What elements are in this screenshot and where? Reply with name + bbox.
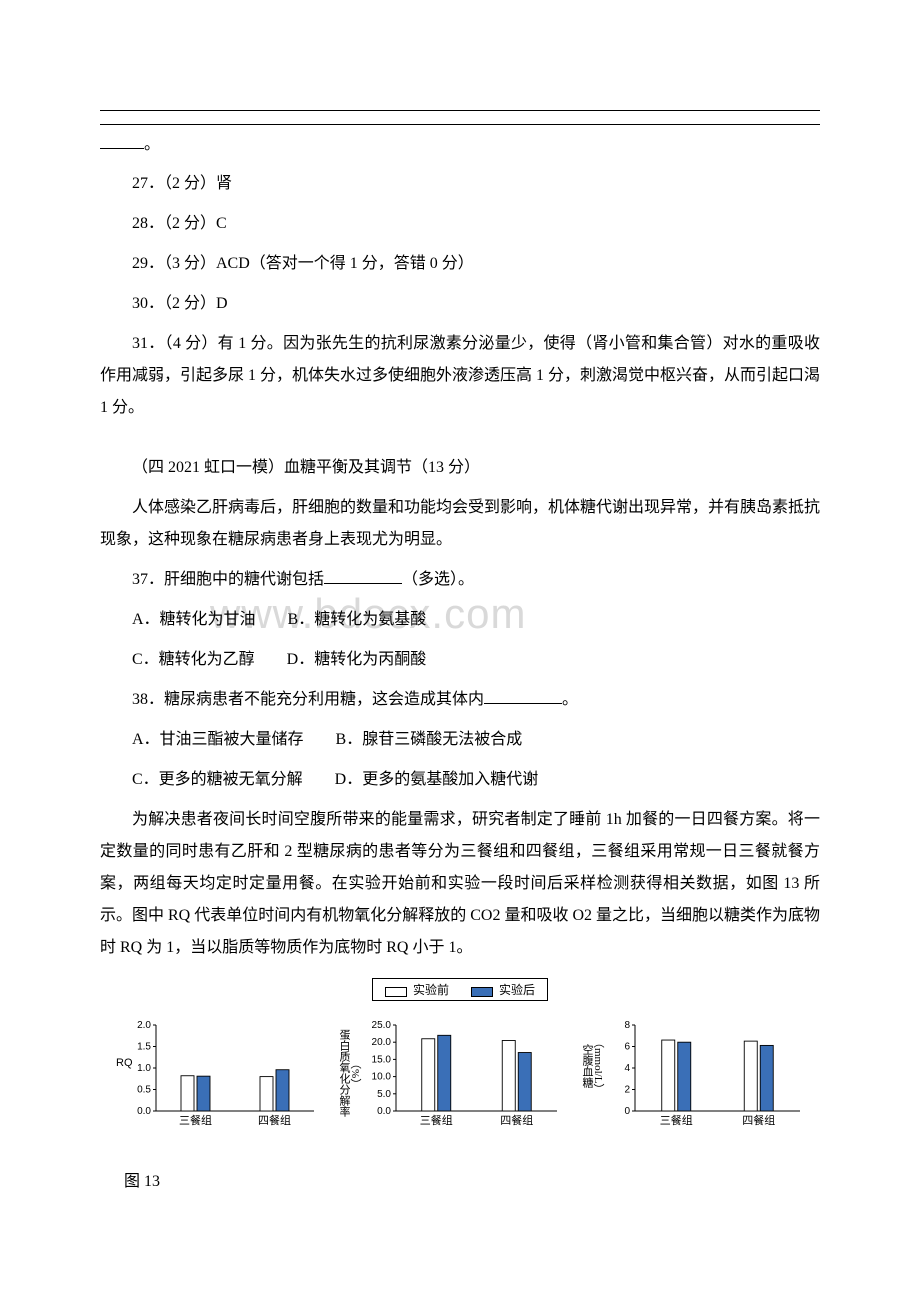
- section-intro: 人体感染乙肝病毒后，肝细胞的数量和功能均会受到影响，机体糖代谢出现异常，并有胰岛…: [100, 492, 820, 556]
- svg-text:15.0: 15.0: [372, 1055, 392, 1066]
- svg-text:三餐组: 三餐组: [660, 1113, 693, 1127]
- answer-30: 30．（2 分）D: [100, 288, 820, 320]
- chart-legend: 实验前 实验后: [372, 978, 548, 1001]
- answer-28: 28．（2 分）C: [100, 208, 820, 240]
- study-text: 为解决患者夜间长时间空腹所带来的能量需求，研究者制定了睡前 1h 加餐的一日四餐…: [100, 804, 820, 964]
- q38-options-2: C．更多的糖被无氧分解 D．更多的氨基酸加入糖代谢: [100, 764, 820, 796]
- q37-prefix: 37．肝细胞中的糖代谢包括: [132, 571, 324, 588]
- chart-glucose: 空腹血糖（mmol/L） 0 2 4 6 8 三餐组 四餐组: [583, 1019, 808, 1129]
- q38-stem: 38．糖尿病患者不能充分利用糖，这会造成其体内 。: [100, 684, 820, 716]
- answer-31: 31．（4 分）有 1 分。因为张先生的抗利尿激素分泌量少，使得（肾小管和集合管…: [100, 328, 820, 424]
- svg-text:1.0: 1.0: [137, 1063, 151, 1074]
- chart-rq-ylabel: RQ: [116, 1057, 133, 1069]
- q38-options-1: A．甘油三酯被大量储存 B．腺苷三磷酸无法被合成: [100, 724, 820, 756]
- q38-blank: [484, 703, 562, 704]
- svg-text:三餐组: 三餐组: [179, 1113, 212, 1127]
- svg-text:0.0: 0.0: [137, 1106, 151, 1117]
- document-content: 。 27．（2 分）肾 28．（2 分）C 29．（3 分）ACD（答对一个得 …: [100, 110, 820, 1191]
- svg-text:2: 2: [624, 1085, 630, 1096]
- svg-text:0.5: 0.5: [137, 1085, 151, 1096]
- q38-prefix: 38．糖尿病患者不能充分利用糖，这会造成其体内: [132, 691, 484, 708]
- svg-text:0.0: 0.0: [377, 1106, 391, 1117]
- chart-protein-ylabel: 蛋白质氧化分解率（%）: [338, 1029, 360, 1117]
- chart-glucose-ylabel: 空腹血糖（mmol/L）: [581, 1037, 603, 1094]
- legend-swatch-after: [471, 987, 493, 997]
- q37-suffix: （多选）。: [402, 571, 474, 588]
- svg-text:25.0: 25.0: [372, 1020, 392, 1031]
- q37-stem: 37．肝细胞中的糖代谢包括 （多选）。: [100, 564, 820, 596]
- svg-text:4: 4: [624, 1063, 630, 1074]
- svg-text:四餐组: 四餐组: [500, 1113, 533, 1127]
- figure-label: 图 13: [124, 1167, 820, 1191]
- legend-swatch-before: [385, 987, 407, 997]
- q37-options-1: A．糖转化为甘油 B．糖转化为氨基酸: [100, 604, 820, 636]
- svg-text:四餐组: 四餐组: [742, 1113, 775, 1127]
- legend-label-after: 实验后: [499, 983, 535, 997]
- fill-line-short: [100, 148, 144, 149]
- q37-blank: [324, 583, 402, 584]
- chart-protein: 蛋白质氧化分解率（%） 0.0 5.0 10.0 15.0 20.0 25.0 三餐组 四餐组: [340, 1019, 565, 1129]
- svg-text:6: 6: [624, 1042, 630, 1053]
- end-period: 。: [144, 136, 160, 153]
- svg-text:5.0: 5.0: [377, 1089, 391, 1100]
- svg-text:三餐组: 三餐组: [420, 1113, 453, 1127]
- legend-label-before: 实验前: [413, 983, 449, 997]
- svg-text:8: 8: [624, 1020, 630, 1031]
- figure-13: RQ 0.0 0.5 1.0 1.5 2.0 三餐组 四餐组 蛋白质氧化分解率（%） 0.0…: [100, 1019, 820, 1129]
- answer-29: 29．（3 分）ACD（答对一个得 1 分，答错 0 分）: [100, 248, 820, 280]
- answer-27: 27．（2 分）肾: [100, 168, 820, 200]
- svg-text:四餐组: 四餐组: [258, 1113, 291, 1127]
- fill-line-long: [100, 110, 820, 125]
- svg-text:0: 0: [624, 1106, 630, 1117]
- section-header: （四 2021 虹口一模）血糖平衡及其调节（13 分）: [100, 452, 820, 484]
- chart-rq: RQ 0.0 0.5 1.0 1.5 2.0 三餐组 四餐组: [112, 1019, 322, 1129]
- svg-text:10.0: 10.0: [372, 1072, 392, 1083]
- q37-options-2: C．糖转化为乙醇 D．糖转化为丙酮酸: [100, 644, 820, 676]
- svg-text:2.0: 2.0: [137, 1020, 151, 1031]
- q38-suffix: 。: [562, 691, 578, 708]
- svg-text:1.5: 1.5: [137, 1042, 151, 1053]
- svg-text:20.0: 20.0: [372, 1038, 392, 1049]
